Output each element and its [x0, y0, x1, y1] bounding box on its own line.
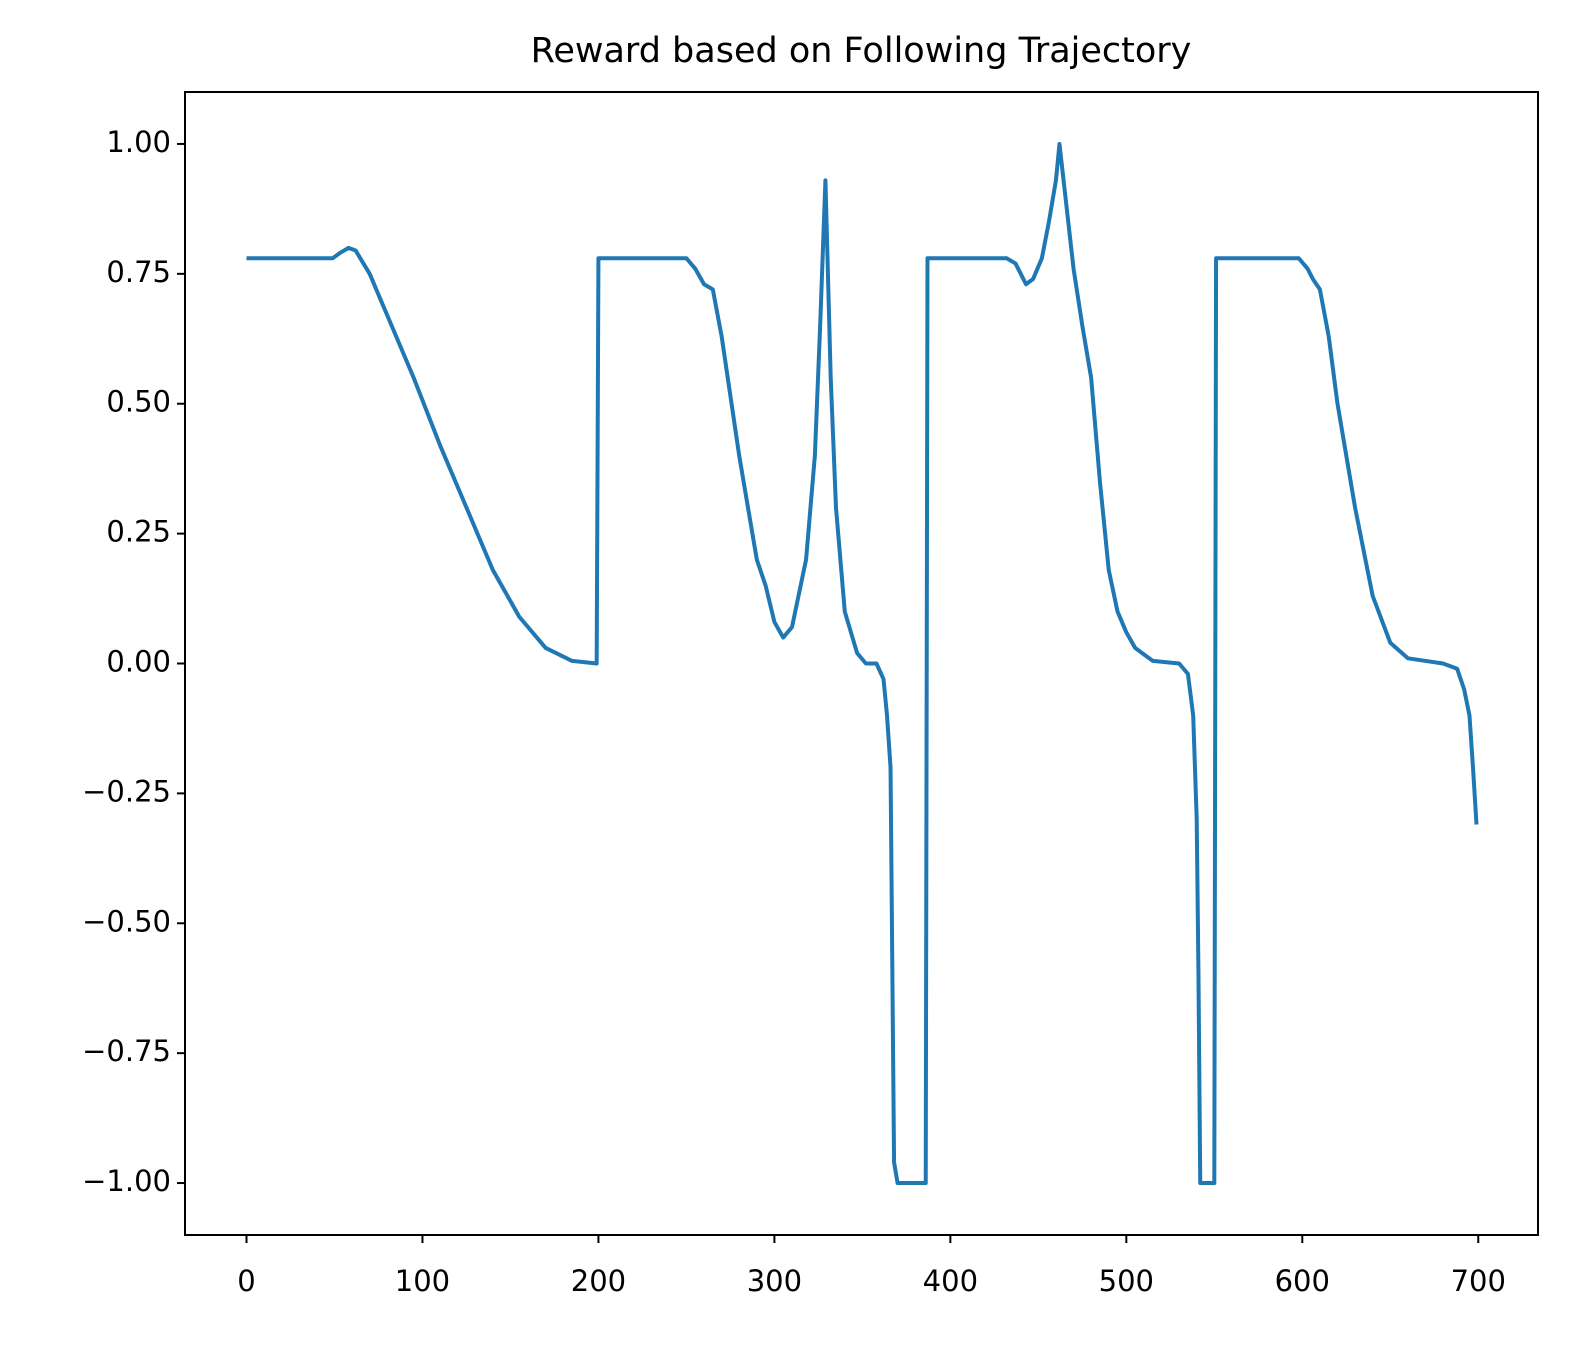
x-tick-label: 100: [395, 1264, 450, 1298]
x-tick-label: 200: [571, 1264, 626, 1298]
data-line: [246, 141, 1479, 1186]
chart-title: Reward based on Following Trajectory: [531, 31, 1192, 71]
y-tick-label: 1.00: [106, 125, 171, 159]
y-tick-label: −0.50: [82, 904, 171, 938]
y-tick-label: 0.25: [106, 515, 171, 549]
x-tick-label: 700: [1451, 1264, 1506, 1298]
y-tick-label: −1.00: [82, 1164, 171, 1198]
y-tick-label: −0.25: [82, 774, 171, 808]
plot-frame: [184, 91, 1539, 1236]
y-tick-label: 0.00: [106, 645, 171, 679]
y-tick-label: 0.50: [106, 385, 171, 419]
x-tick-label: 400: [923, 1264, 978, 1298]
y-tick-label: −0.75: [82, 1034, 171, 1068]
x-tick-label: 300: [747, 1264, 802, 1298]
y-tick-label: 0.75: [106, 255, 171, 289]
x-tick-label: 500: [1099, 1264, 1154, 1298]
x-tick-label: 600: [1275, 1264, 1330, 1298]
x-tick-label: 0: [237, 1264, 255, 1298]
